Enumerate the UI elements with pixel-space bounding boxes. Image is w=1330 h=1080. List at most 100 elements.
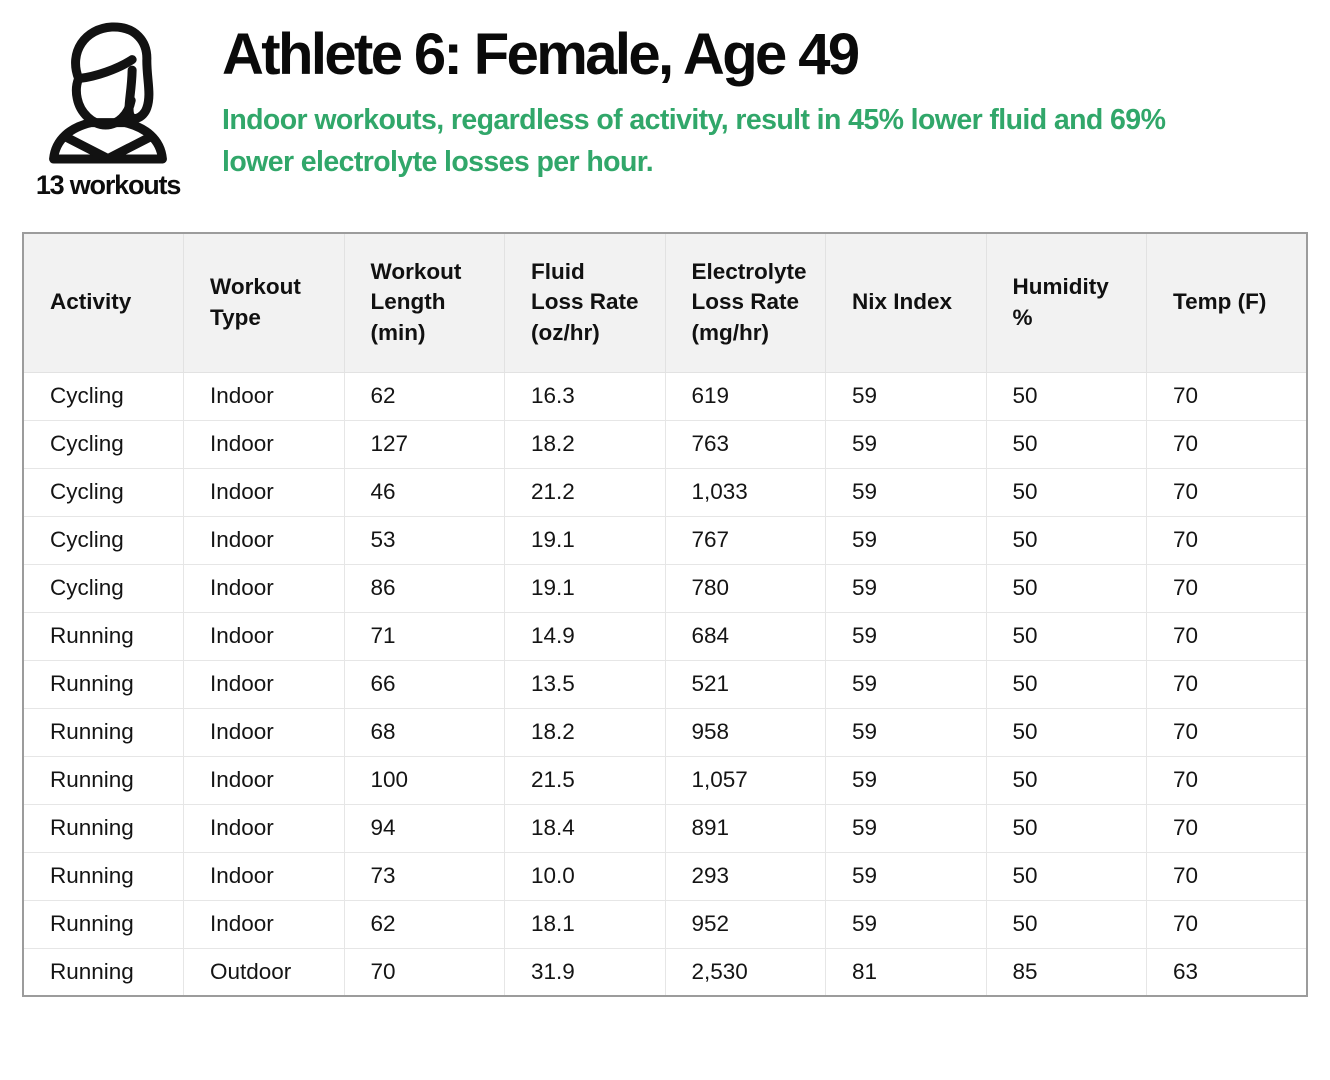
table-cell: 763 [664, 419, 826, 469]
column-header-temp-f: Temp (F) [1146, 232, 1308, 373]
table-cell: Running [22, 803, 184, 853]
table-cell: 59 [825, 851, 987, 901]
table-cell: 86 [343, 563, 505, 613]
table-cell: 70 [1146, 515, 1308, 565]
table-cell: 68 [343, 707, 505, 757]
table-header-row: Activity Workout Type Workout Length (min)… [22, 232, 1308, 373]
table-cell: 73 [343, 851, 505, 901]
table-cell: Running [22, 899, 184, 949]
table-cell: 31.9 [504, 947, 666, 997]
table-cell: 70 [1146, 371, 1308, 421]
table-cell: 94 [343, 803, 505, 853]
table-cell: 70 [1146, 467, 1308, 517]
table-cell: Outdoor [183, 947, 345, 997]
table-cell: Indoor [183, 659, 345, 709]
table-cell: Indoor [183, 515, 345, 565]
table-cell: 59 [825, 755, 987, 805]
table-cell: Indoor [183, 899, 345, 949]
table-cell: 19.1 [504, 563, 666, 613]
table-cell: 13.5 [504, 659, 666, 709]
table-cell: 62 [343, 899, 505, 949]
table-cell: Indoor [183, 467, 345, 517]
table-cell: 70 [1146, 659, 1308, 709]
table-cell: 71 [343, 611, 505, 661]
table-cell: 50 [985, 659, 1147, 709]
column-header-workout-type: Workout Type [183, 232, 345, 373]
table-cell: 293 [664, 851, 826, 901]
female-athlete-icon [49, 22, 167, 164]
column-header-workout-length-min: Workout Length (min) [343, 232, 505, 373]
table-cell: 59 [825, 371, 987, 421]
table-cell: Indoor [183, 803, 345, 853]
table-cell: Indoor [183, 611, 345, 661]
table-cell: 50 [985, 419, 1147, 469]
title-block: Athlete 6: Female, Age 49 Indoor workout… [222, 22, 1302, 184]
table-cell: 70 [1146, 899, 1308, 949]
table-cell: 1,033 [664, 467, 826, 517]
table-cell: 59 [825, 611, 987, 661]
table-cell: Running [22, 851, 184, 901]
column-header-fluid-loss-rate-oz-hr: Fluid Loss Rate (oz/hr) [504, 232, 666, 373]
table-cell: Running [22, 707, 184, 757]
table-row: Cycling Indoor 127 18.2 763 59 50 70 [22, 419, 1308, 469]
table-cell: 780 [664, 563, 826, 613]
table-cell: 127 [343, 419, 505, 469]
table-cell: 62 [343, 371, 505, 421]
table-cell: 18.2 [504, 419, 666, 469]
table-cell: Indoor [183, 707, 345, 757]
table-cell: 21.2 [504, 467, 666, 517]
athlete-avatar-block: 13 workouts [24, 10, 192, 201]
table-cell: Running [22, 611, 184, 661]
table-row: Running Indoor 73 10.0 293 59 50 70 [22, 851, 1308, 901]
column-header-nix-index: Nix Index [825, 232, 987, 373]
table-cell: Cycling [22, 515, 184, 565]
table-cell: 46 [343, 467, 505, 517]
table-cell: 50 [985, 515, 1147, 565]
table-cell: 619 [664, 371, 826, 421]
table-row: Running Indoor 62 18.1 952 59 50 70 [22, 899, 1308, 949]
table-cell: 59 [825, 563, 987, 613]
table-cell: Cycling [22, 563, 184, 613]
table-cell: Indoor [183, 371, 345, 421]
table-cell: Indoor [183, 563, 345, 613]
table-cell: 19.1 [504, 515, 666, 565]
table-cell: 59 [825, 515, 987, 565]
table-cell: 50 [985, 755, 1147, 805]
table-cell: Running [22, 755, 184, 805]
table-row: Cycling Indoor 86 19.1 780 59 50 70 [22, 563, 1308, 613]
table-cell: 66 [343, 659, 505, 709]
table-cell: 50 [985, 563, 1147, 613]
table-cell: 70 [1146, 803, 1308, 853]
table-cell: 1,057 [664, 755, 826, 805]
table-cell: 21.5 [504, 755, 666, 805]
table-cell: 70 [1146, 755, 1308, 805]
header: 13 workouts Athlete 6: Female, Age 49 In… [0, 0, 1330, 232]
table-cell: 952 [664, 899, 826, 949]
table-cell: 70 [1146, 707, 1308, 757]
table-cell: Running [22, 947, 184, 997]
table-row: Cycling Indoor 62 16.3 619 59 50 70 [22, 371, 1308, 421]
table-cell: 18.2 [504, 707, 666, 757]
table-body: Cycling Indoor 62 16.3 619 59 50 70 Cycling Indoo… [22, 371, 1308, 997]
table-cell: 18.4 [504, 803, 666, 853]
table-cell: 70 [1146, 419, 1308, 469]
table-cell: 85 [985, 947, 1147, 997]
table-row: Running Outdoor 70 31.9 2,530 81 85 63 [22, 947, 1308, 997]
table-cell: 63 [1146, 947, 1308, 997]
table-cell: 891 [664, 803, 826, 853]
table-cell: Cycling [22, 419, 184, 469]
table-cell: Indoor [183, 851, 345, 901]
table-row: Running Indoor 71 14.9 684 59 50 70 [22, 611, 1308, 661]
table-cell: 100 [343, 755, 505, 805]
table-cell: 50 [985, 803, 1147, 853]
table-header: Activity Workout Type Workout Length (min)… [22, 232, 1308, 373]
column-header-humidity: Humidity % [985, 232, 1147, 373]
table-cell: Indoor [183, 755, 345, 805]
table-cell: 14.9 [504, 611, 666, 661]
table-cell: 59 [825, 419, 987, 469]
column-header-electrolyte-loss-rate-mg-hr: Electrolyte Loss Rate (mg/hr) [664, 232, 826, 373]
table-row: Cycling Indoor 46 21.2 1,033 59 50 70 [22, 467, 1308, 517]
table-cell: 70 [343, 947, 505, 997]
workout-count-label: 13 workouts [35, 170, 182, 200]
